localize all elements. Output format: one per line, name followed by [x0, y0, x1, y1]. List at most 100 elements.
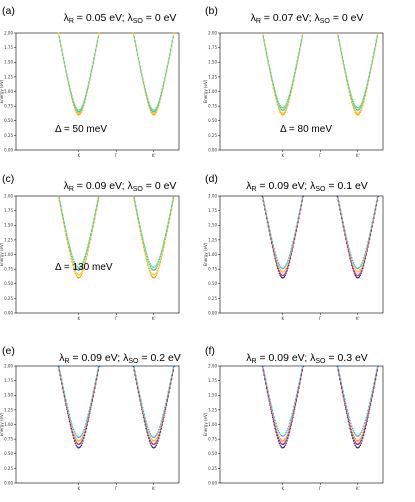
panel-label: (c)	[2, 173, 14, 185]
band-line-Kprime	[337, 366, 378, 437]
band-line-Kprime	[133, 366, 175, 449]
y-axis-label: Energy (eV)	[0, 242, 4, 266]
panel-title: λR = 0.07 eV; λSO = 0 eV	[251, 12, 364, 25]
panel-label: (b)	[205, 5, 218, 17]
plot-frame	[15, 195, 180, 314]
panel-label: (e)	[2, 345, 15, 357]
band-line-Kprime	[337, 368, 378, 442]
y-tick-label: 1.00	[4, 252, 13, 257]
band-line-Kprime	[337, 36, 378, 111]
band-line-Kprime	[337, 35, 378, 109]
band-line-Kprime	[133, 367, 174, 438]
y-axis-label: Energy (eV)	[0, 412, 4, 436]
panel-title: λR = 0.09 eV; λSO = 0.2 eV	[59, 352, 181, 365]
x-tick-label: Γ	[115, 153, 118, 158]
band-line-K	[58, 368, 99, 442]
y-tick-label: 1.25	[4, 407, 13, 412]
band-line-Kprime	[337, 37, 378, 114]
band-line-Kprime	[133, 33, 175, 116]
band-line-K	[58, 367, 99, 438]
y-tick-label: 1.50	[208, 60, 217, 65]
band-line-Kprime	[133, 369, 174, 445]
band-line-Kprime	[133, 199, 174, 276]
panel-title: λR = 0.09 eV; λSO = 0 eV	[64, 180, 177, 193]
band-line-K	[262, 369, 303, 445]
band-line-K	[58, 198, 99, 271]
x-tick-label: Γ	[115, 486, 118, 491]
band-line-Kprime	[337, 33, 379, 116]
y-tick-label: 0.00	[4, 147, 13, 152]
y-tick-label: 0.50	[4, 281, 13, 286]
panel-e: (e) λR = 0.09 eV; λSO = 0.2 eV 0.00 0.25 0.5…	[0, 345, 181, 491]
y-tick-label: 1.75	[208, 208, 217, 213]
y-tick-label: 2.00	[4, 193, 13, 198]
y-tick-label: 1.50	[4, 223, 13, 228]
y-tick-label: 1.75	[208, 378, 217, 383]
x-tick-label: K	[281, 153, 284, 158]
y-tick-label: 0.25	[4, 466, 13, 471]
band-line-Kprime	[337, 366, 379, 449]
y-tick-label: 2.00	[208, 363, 217, 368]
x-tick-label: K	[77, 316, 80, 321]
y-tick-label: 1.00	[208, 422, 217, 427]
y-tick-label: 1.25	[208, 74, 217, 79]
y-tick-label: 1.75	[208, 45, 217, 50]
band-line-K	[262, 33, 304, 116]
panel-b: (b) λR = 0.07 eV; λSO = 0 eV 0.00 0.25 0.50 0…	[203, 5, 384, 158]
band-line-Kprime	[337, 198, 378, 273]
y-tick-label: 0.00	[4, 480, 13, 485]
panel-f: (f) λR = 0.09 eV; λSO = 0.3 eV 0.00 0.25 0.5…	[203, 345, 384, 491]
y-tick-label: 2.00	[4, 30, 13, 35]
y-tick-label: 2.00	[208, 193, 217, 198]
gap-annotation: Δ = 130 meV	[55, 262, 113, 273]
y-tick-label: 1.25	[4, 237, 13, 242]
y-tick-label: 0.50	[208, 281, 217, 286]
x-tick-label: Γ	[115, 316, 118, 321]
band-line-K	[262, 35, 303, 109]
gap-annotation: Δ = 80 meV	[280, 124, 332, 135]
y-axis-label: Energy (eV)	[203, 412, 208, 436]
band-line-Kprime	[133, 196, 175, 279]
panel-title: λR = 0.05 eV; λSO = 0 eV	[64, 12, 177, 25]
y-tick-label: 1.00	[208, 252, 217, 257]
band-line-K	[262, 196, 304, 279]
y-tick-label: 0.50	[4, 451, 13, 456]
y-tick-label: 0.75	[4, 437, 13, 442]
y-axis-label: Energy (eV)	[0, 79, 4, 103]
x-tick-label: K'	[152, 153, 156, 158]
y-tick-label: 0.50	[4, 118, 13, 123]
y-tick-label: 1.00	[4, 89, 13, 94]
y-axis-label: Energy (eV)	[203, 242, 208, 266]
y-tick-label: 1.50	[208, 223, 217, 228]
y-tick-label: 0.25	[208, 296, 217, 301]
y-tick-label: 0.00	[4, 310, 13, 315]
x-tick-label: K	[281, 316, 284, 321]
y-tick-label: 0.75	[208, 437, 217, 442]
panel-a: (a) λR = 0.05 eV; λSO = 0 eV 0.00 0.25 0.50 0…	[0, 5, 180, 158]
y-tick-label: 0.75	[4, 267, 13, 272]
x-tick-label: K'	[356, 153, 360, 158]
y-tick-label: 1.50	[4, 60, 13, 65]
x-tick-label: K'	[152, 486, 156, 491]
y-tick-label: 0.00	[208, 310, 217, 315]
y-tick-label: 1.25	[208, 407, 217, 412]
y-tick-label: 1.75	[4, 208, 13, 213]
x-tick-label: Γ	[319, 316, 322, 321]
y-axis-label: Energy (eV)	[203, 79, 208, 103]
y-tick-label: 1.75	[4, 45, 13, 50]
panel-label: (f)	[205, 345, 215, 357]
x-tick-label: Γ	[319, 486, 322, 491]
band-line-K	[262, 37, 303, 114]
y-tick-label: 0.75	[4, 104, 13, 109]
y-tick-label: 0.00	[208, 147, 217, 152]
x-tick-label: K	[77, 153, 80, 158]
y-tick-label: 0.75	[208, 267, 217, 272]
panel-label: (d)	[205, 173, 218, 185]
band-line-Kprime	[337, 196, 379, 279]
x-tick-label: Γ	[319, 153, 322, 158]
y-tick-label: 0.25	[4, 133, 13, 138]
band-line-K	[262, 366, 304, 449]
band-line-K	[262, 197, 303, 269]
y-tick-label: 1.50	[208, 393, 217, 398]
